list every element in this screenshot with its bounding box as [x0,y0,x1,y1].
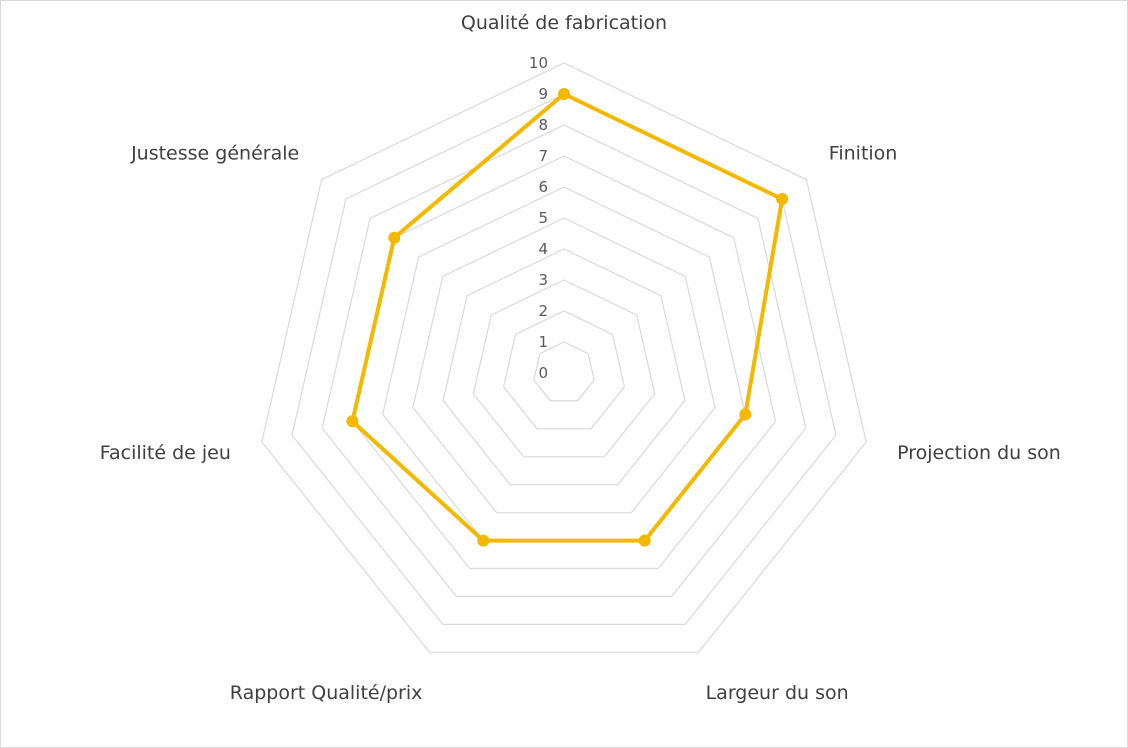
grid-ring-4 [442,248,686,486]
tick-label: 9 [538,85,548,103]
data-point-7 [388,231,401,244]
data-point-4 [638,534,651,547]
tick-label: 7 [538,147,548,165]
series-line [350,92,785,543]
grid-ring-5 [412,217,716,514]
axis-label: Justesse générale [130,142,299,164]
tick-label: 3 [538,271,548,289]
series-layer [346,88,789,547]
data-point-3 [739,408,752,421]
grid-layer [261,62,867,653]
axis-label: Largeur du son [706,682,849,704]
tick-label: 4 [538,240,548,258]
tick-label: 6 [538,178,548,196]
grid-ring-1 [533,341,595,402]
axis-label: Projection du son [897,442,1061,464]
grid-ring-2 [502,310,626,430]
data-point-1 [558,88,570,100]
tick-label: 8 [538,116,548,134]
axis-label: Qualité de fabrication [461,12,667,34]
tick-label: 5 [538,209,548,227]
tick-label: 10 [529,54,548,72]
data-point-6 [346,415,359,428]
grid-ring-6 [382,186,746,542]
axis-label-layer: Qualité de fabrication Finition Projection… [100,12,1061,704]
tick-label: 2 [538,302,548,320]
data-point-2 [776,193,789,205]
grid-ring-3 [472,279,656,458]
axis-label: Finition [829,142,898,164]
tick-label: 0 [538,364,548,382]
grid-ring-9 [291,93,837,626]
axis-label: Rapport Qualité/prix [230,682,423,704]
grid-ring-8 [321,124,807,598]
data-point-5 [477,534,490,547]
grid-ring-10 [261,62,867,653]
tick-layer: 0 1 2 3 4 5 6 7 8 9 10 [529,54,548,382]
tick-label: 1 [538,333,548,351]
axis-label: Facilité de jeu [100,442,231,464]
